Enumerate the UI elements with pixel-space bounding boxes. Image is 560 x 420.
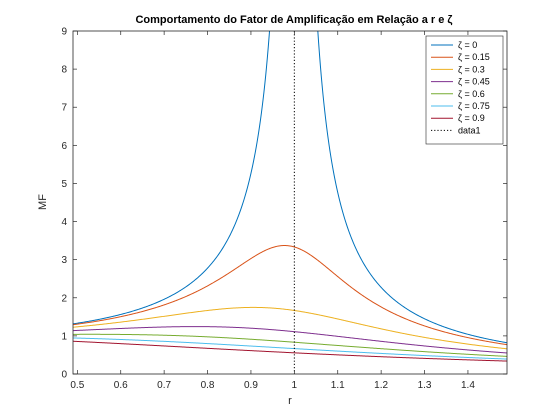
y-tick-label: 0	[61, 370, 67, 381]
legend-entry-label: ζ = 0.3	[458, 64, 485, 74]
x-axis-ticks: 0.5 0.6 0.7 0.8 0.9 1 1.1 1.2 1.3 1.4	[70, 31, 475, 391]
legend-entry-label: ζ = 0.9	[458, 113, 485, 123]
y-axis-label: MF	[37, 194, 49, 210]
legend-entry-label: ζ = 0	[458, 40, 477, 50]
x-tick-label: 0.6	[114, 380, 128, 391]
x-tick-label: 1	[292, 380, 298, 391]
x-axis-label: r	[288, 395, 292, 407]
y-tick-label: 2	[61, 293, 67, 304]
x-tick-label: 1.4	[461, 380, 475, 391]
x-tick-label: 0.9	[244, 380, 258, 391]
x-tick-label: 0.7	[157, 380, 171, 391]
x-tick-label: 0.5	[70, 380, 84, 391]
series-line-zeta-0-15	[73, 245, 507, 346]
x-tick-label: 0.8	[201, 380, 215, 391]
series-line-zeta-0	[73, 31, 507, 344]
legend-entry-label: ζ = 0.15	[458, 52, 490, 62]
legend: ζ = 0 ζ = 0.15 ζ = 0.3 ζ = 0.45 ζ = 0.6 ζ = 0…	[425, 35, 504, 145]
y-tick-label: 3	[61, 255, 67, 266]
axes-frame	[72, 30, 508, 375]
series-line-zeta-0-3	[73, 306, 507, 350]
legend-entry-label: data1	[458, 125, 481, 135]
x-tick-label: 1.2	[374, 380, 388, 391]
y-tick-label: 9	[61, 27, 67, 38]
x-tick-label: 1.1	[331, 380, 345, 391]
legend-entry-label: ζ = 0.45	[458, 77, 490, 87]
y-axis-ticks: 0 1 2 3 4 5 6 7 8 9	[61, 27, 507, 381]
y-tick-label: 5	[61, 179, 67, 190]
legend-entry-label: ζ = 0.75	[458, 101, 490, 111]
series-line-zeta-0-75	[73, 337, 507, 360]
legend-entry-label: ζ = 0.6	[458, 89, 485, 99]
y-tick-label: 4	[61, 217, 67, 228]
series-group	[73, 31, 507, 374]
series-line-zeta-0-9	[73, 340, 507, 362]
y-tick-label: 7	[61, 103, 67, 114]
y-tick-label: 6	[61, 141, 67, 152]
x-tick-label: 1.3	[418, 380, 432, 391]
y-tick-label: 1	[61, 331, 67, 342]
series-line-zeta-0-45	[73, 326, 507, 354]
chart-title: Comportamento do Fator de Amplificação e…	[135, 14, 452, 26]
legend-box	[425, 35, 504, 145]
series-line-zeta-0-6	[73, 333, 507, 357]
y-tick-label: 8	[61, 65, 67, 76]
